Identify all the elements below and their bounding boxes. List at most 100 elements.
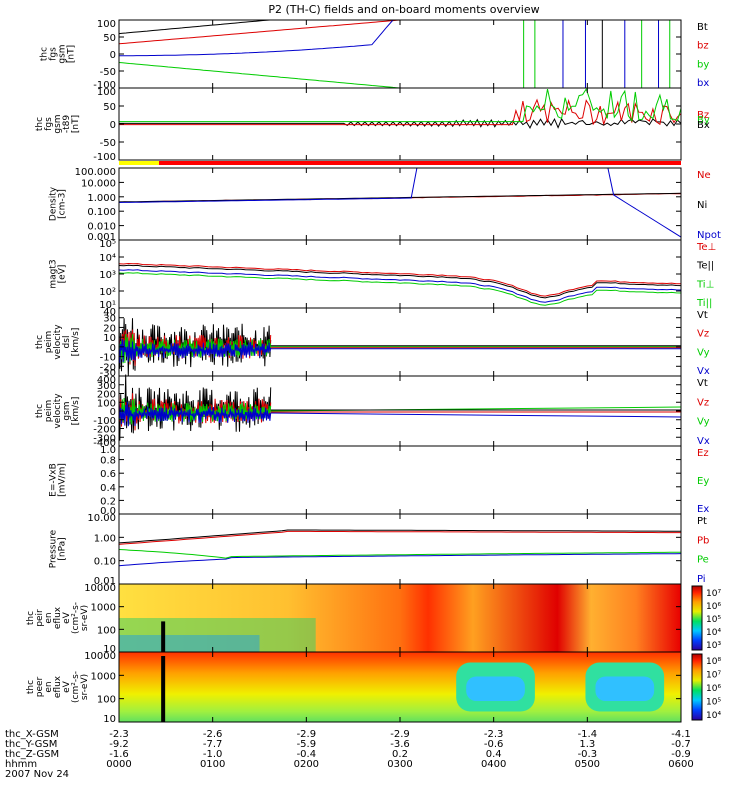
y-axis-label: en [44,681,54,692]
y-tick-label: 10¹ [99,300,116,311]
legend-Vt: Vt [697,310,708,321]
panel-ion_spec: 10000 1000 100 10 thc peir en eflux eV (cm²-s-sr-… [26,583,721,655]
y-axis-label: [cm-3] [58,189,68,219]
series-Npot [118,167,682,238]
legend-Pi: Pi [697,574,706,585]
x-tick-label: -0.4 [297,749,317,760]
y-axis-label: peir [35,609,45,627]
colorbar-tick-label: 10⁷ [706,671,721,681]
x-tick-label: -2.9 [390,729,410,740]
legend-by: by [697,59,709,70]
y-tick-label: 10000 [84,651,116,662]
y-tick-label: 1000 [91,603,116,614]
series-Vx [270,412,682,418]
legend-Vy: Vy [697,347,710,358]
series-Ti [118,269,682,303]
y-tick-label: 50 [103,102,116,113]
x-axis-row-label: thc_Y-GSM [5,739,57,750]
plot-frame [118,513,682,585]
y-axis-label: dsl [62,336,72,349]
plot-frame [118,167,682,241]
x-tick-label: -0.3 [578,749,598,760]
legend-Ey: Ey [697,476,709,487]
legend-Ni: Ni [697,200,707,211]
legend-Te||: Te|| [696,261,714,272]
series-Bx [119,117,682,129]
y-tick-label: 0.4 [100,483,116,494]
plot-content-fgs_dc [119,87,682,129]
x-tick-label: -2.6 [203,729,223,740]
x-axis-date: 2007 Nov 24 [5,769,69,780]
y-tick-label: 0 [110,343,116,354]
y-tick-label: -100 [93,416,116,427]
spectrogram-core [595,676,655,701]
x-tick-label: -9.2 [109,739,129,750]
x-tick-label: 0400 [481,759,506,770]
y-axis-label: eflux [53,606,63,629]
y-tick-label: 1.0 [100,445,116,456]
x-tick-label: 0000 [106,759,131,770]
y-tick-label: 40 [103,307,116,318]
series-Till [118,272,682,306]
legend-Ti||: Ti|| [696,298,712,309]
y-axis-label: eV [62,680,72,693]
y-axis-label: Pressure [49,529,59,568]
y-tick-label: -50 [100,67,116,78]
y-tick-label: -100 [93,152,116,163]
y-axis-label: fgs [49,47,59,61]
series-noise [118,338,272,364]
y-axis-label: thc [35,117,45,131]
y-tick-label: 0.100 [87,207,116,218]
plot-content-v_gsm [118,374,682,441]
x-tick-label: -3.6 [390,739,410,750]
legend-By: By [697,115,710,126]
y-tick-label: 20 [103,323,116,334]
panel-efield: 1.00.8 0.6 0.4 0.20.0 E=-VxB [mV/m] Ez Ey Ex [49,445,710,517]
series-Ni [118,192,682,203]
y-tick-label: 30 [103,314,116,325]
y-axis-label: thc [35,404,45,418]
x-tick-label: -2.3 [484,729,504,740]
plot-frame [118,445,682,515]
y-tick-label: 0.6 [100,469,116,480]
flag-yellow-segment [119,161,159,165]
plot-frame [118,87,682,161]
series-Pt [118,529,681,544]
legend-Ex: Ex [697,504,709,515]
legend-bx: bx [697,78,709,89]
series-Pi [118,553,682,567]
y-tick-label: 1000 [91,671,116,682]
y-tick-label: 0.8 [100,456,116,467]
y-axis-label: gsm [62,401,72,420]
y-tick-label: 100 [97,19,116,30]
y-tick-label: 0 [110,120,116,131]
y-tick-label: 0.010 [87,222,116,233]
series-By [119,87,682,123]
x-tick-label: 0.2 [392,749,408,760]
plot-content-fgs [118,19,671,89]
series-noise [118,401,272,427]
colorbar [691,653,703,721]
y-tick-label: -400 [93,438,116,449]
y-axis-label: eV [62,611,72,624]
y-axis-label: [nPa] [58,537,68,560]
y-tick-label: 10⁵ [99,239,116,250]
y-tick-label: 100 [97,625,116,636]
plot-content-pressure [118,529,682,567]
y-axis-label: peim [44,400,54,423]
flag-red-segment [159,161,681,165]
y-tick-label: 10.00 [87,513,116,524]
y-tick-label: 1.00 [94,533,116,544]
y-tick-label: 10 [103,333,116,344]
y-tick-label: 0.0 [100,506,116,517]
legend-Te⊥: Te⊥ [696,242,716,253]
legend-Bz: Bz [697,110,709,121]
y-axis-label: sr-eV) [80,605,90,631]
figure-title: P2 (TH-C) fields and on-board moments ov… [268,3,539,16]
x-tick-label: 0600 [668,759,693,770]
y-tick-label: 0.01 [94,576,116,587]
y-tick-label: 100.000 [75,167,116,178]
x-axis-row-label: hhmm [5,759,37,770]
x-tick-label: 0500 [575,759,600,770]
